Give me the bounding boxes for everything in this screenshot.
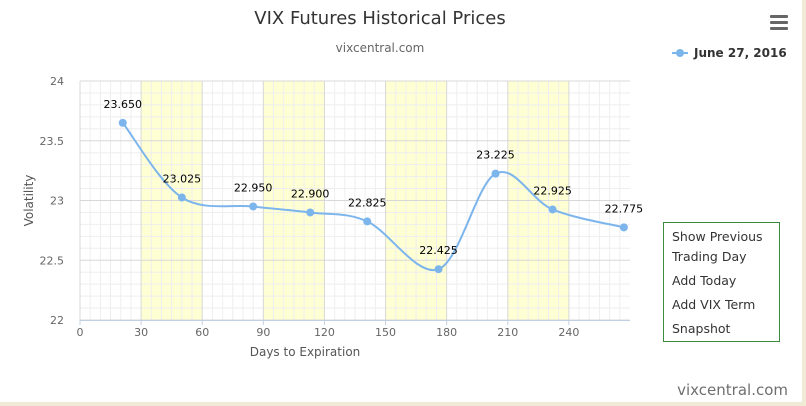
data-label: 22.950 [234, 181, 273, 194]
data-point [434, 265, 443, 274]
x-tick-label: 30 [134, 326, 148, 339]
data-point [619, 223, 628, 232]
x-axis-title: Days to Expiration [250, 345, 361, 359]
add-today-button[interactable]: Add Today [672, 273, 737, 288]
snapshot-button[interactable]: Snapshot [672, 321, 731, 336]
y-tick-label: 22 [50, 314, 64, 327]
action-box: Show Previous Trading Day Add Today Add … [663, 222, 780, 342]
data-point [491, 169, 500, 178]
data-label: 23.650 [104, 98, 143, 111]
x-tick-label: 150 [375, 326, 396, 339]
x-tick-label: 60 [195, 326, 209, 339]
x-tick-label: 240 [558, 326, 579, 339]
x-tick-label: 180 [436, 326, 457, 339]
chart-subtitle: vixcentral.com [335, 41, 425, 55]
data-point [177, 193, 186, 202]
data-point [249, 202, 258, 211]
x-tick-label: 90 [256, 326, 270, 339]
y-tick-label: 23.5 [40, 135, 65, 148]
data-point [118, 118, 127, 127]
x-tick-label: 210 [497, 326, 518, 339]
y-tick-label: 23 [50, 195, 64, 208]
series-line [121, 122, 625, 272]
watermark-link[interactable]: vixcentral.com [677, 381, 788, 399]
data-label: 22.425 [419, 244, 458, 257]
data-label: 22.825 [348, 196, 387, 209]
data-point [363, 217, 372, 226]
data-label: 22.900 [291, 187, 330, 200]
show-previous-trading-day-button[interactable]: Show Previous Trading Day [672, 229, 763, 264]
legend-line-icon [672, 48, 688, 58]
data-label: 23.025 [163, 173, 202, 186]
data-label: 22.925 [533, 184, 572, 197]
data-label: 22.775 [605, 202, 644, 215]
y-tick-label: 22.5 [40, 254, 65, 267]
hamburger-menu-icon[interactable] [770, 15, 788, 31]
data-point [306, 208, 315, 217]
chart-title: VIX Futures Historical Prices [254, 8, 506, 29]
legend-label: June 27, 2016 [694, 46, 787, 60]
x-tick-label: 0 [77, 326, 84, 339]
y-axis-title: Volatility [22, 175, 36, 227]
legend-item[interactable]: June 27, 2016 [672, 46, 787, 60]
data-label: 23.225 [476, 149, 515, 162]
add-vix-term-button[interactable]: Add VIX Term [672, 297, 756, 312]
y-tick-label: 24 [50, 75, 64, 88]
x-tick-label: 120 [314, 326, 335, 339]
data-point [548, 205, 557, 214]
